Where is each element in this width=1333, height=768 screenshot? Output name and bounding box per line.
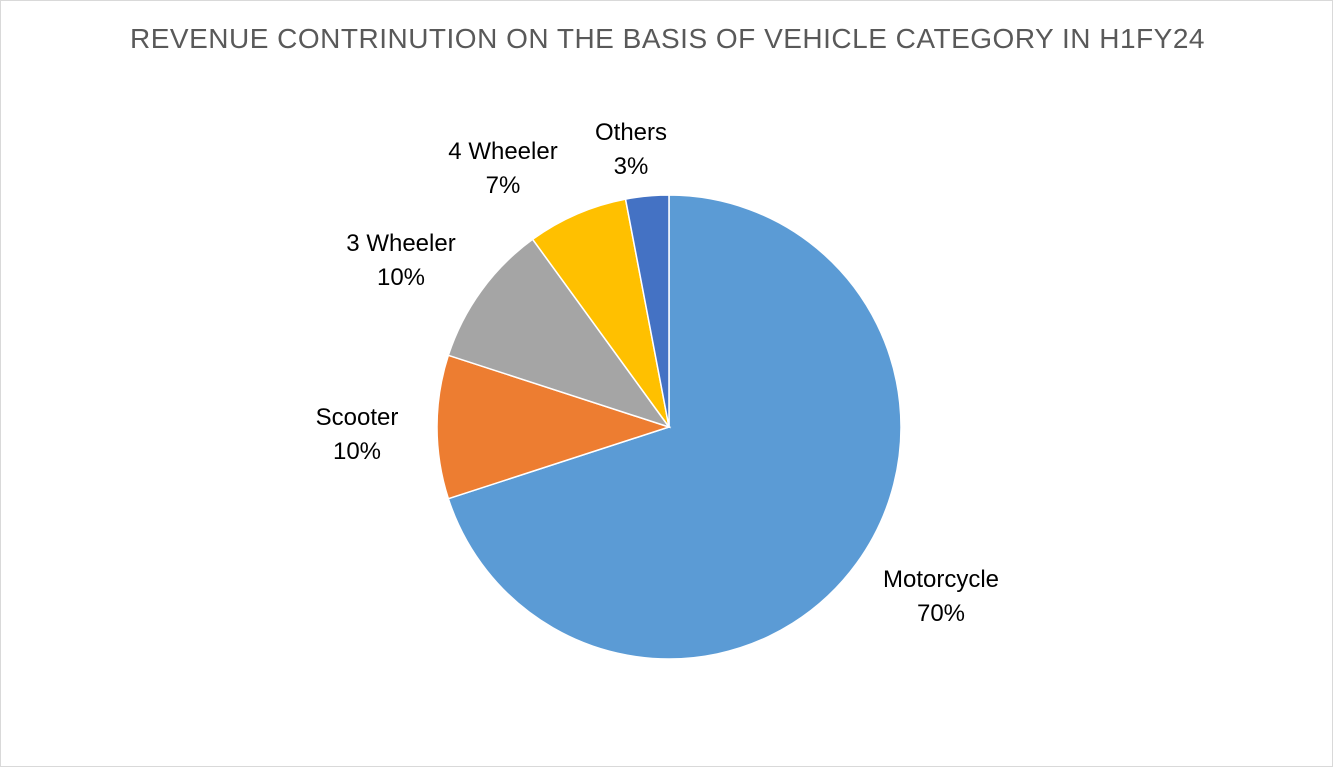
pie-slice-others xyxy=(624,194,670,428)
pie-slice-4-wheeler xyxy=(531,198,670,428)
data-label-category: Scooter xyxy=(316,404,399,431)
pie-slice-3-wheeler xyxy=(447,238,671,429)
chart-title: REVENUE CONTRINUTION ON THE BASIS OF VEH… xyxy=(130,23,1205,54)
data-label-category: 3 Wheeler xyxy=(346,230,455,257)
data-label-percent: 10% xyxy=(333,438,381,465)
data-label-percent: 3% xyxy=(614,153,649,180)
data-label-category: 4 Wheeler xyxy=(448,138,557,165)
pie-slice-scooter xyxy=(436,354,672,500)
data-label-percent: 7% xyxy=(486,172,521,199)
data-label-percent: 70% xyxy=(917,600,965,627)
data-label-category: Others xyxy=(595,119,667,146)
pie-labels: Motorcycle 70% Scooter 10% 3 Wheeler 10% 4 Whe… xyxy=(316,119,999,627)
data-label-category: Motorcycle xyxy=(883,566,999,593)
pie-slices xyxy=(436,194,902,660)
data-label-percent: 10% xyxy=(377,264,425,291)
pie-slice-motorcycle xyxy=(447,194,902,660)
